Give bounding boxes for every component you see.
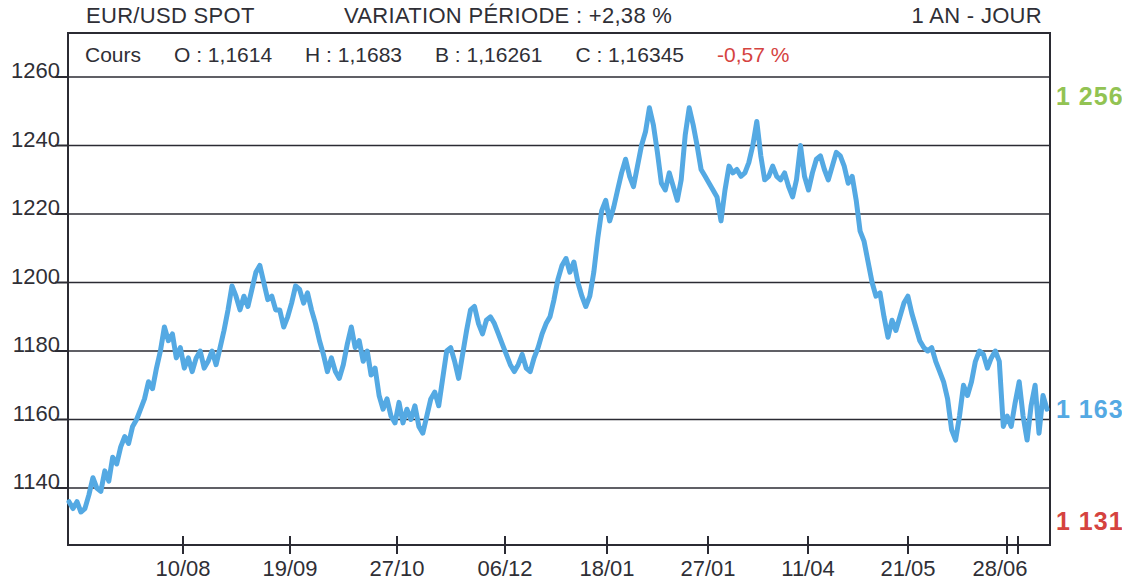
y-axis-tick-label: 1240 xyxy=(0,127,60,153)
eurusd-chart-panel: EUR/USD SPOT VARIATION PÉRIODE : +2,38 %… xyxy=(0,0,1122,588)
price-line xyxy=(69,108,1047,512)
y-axis-tick-label: 1160 xyxy=(0,401,60,427)
x-axis-tick-label: 27/10 xyxy=(349,556,445,582)
y-axis-tick-label: 1260 xyxy=(0,58,60,84)
x-axis-tick-label: 10/08 xyxy=(135,556,231,582)
y-axis-tick-label: 1220 xyxy=(0,195,60,221)
price-chart xyxy=(0,0,1122,588)
x-axis-tick-label: 11/04 xyxy=(760,556,856,582)
period-high-label: 1 256 xyxy=(1056,82,1122,111)
y-axis-tick-label: 1200 xyxy=(0,264,60,290)
plot-frame xyxy=(68,33,1050,545)
period-low-label: 1 131 xyxy=(1056,507,1122,536)
x-axis-tick-label: 18/01 xyxy=(559,556,655,582)
y-axis-tick-label: 1140 xyxy=(0,469,60,495)
last-price-label: 1 163 xyxy=(1056,395,1122,424)
x-axis-tick-label: 21/05 xyxy=(860,556,956,582)
x-axis-tick-label: 28/06 xyxy=(952,556,1048,582)
x-axis-tick-label: 27/01 xyxy=(660,556,756,582)
x-axis-tick-label: 06/12 xyxy=(457,556,553,582)
x-axis-tick-label: 19/09 xyxy=(242,556,338,582)
y-axis-tick-label: 1180 xyxy=(0,332,60,358)
